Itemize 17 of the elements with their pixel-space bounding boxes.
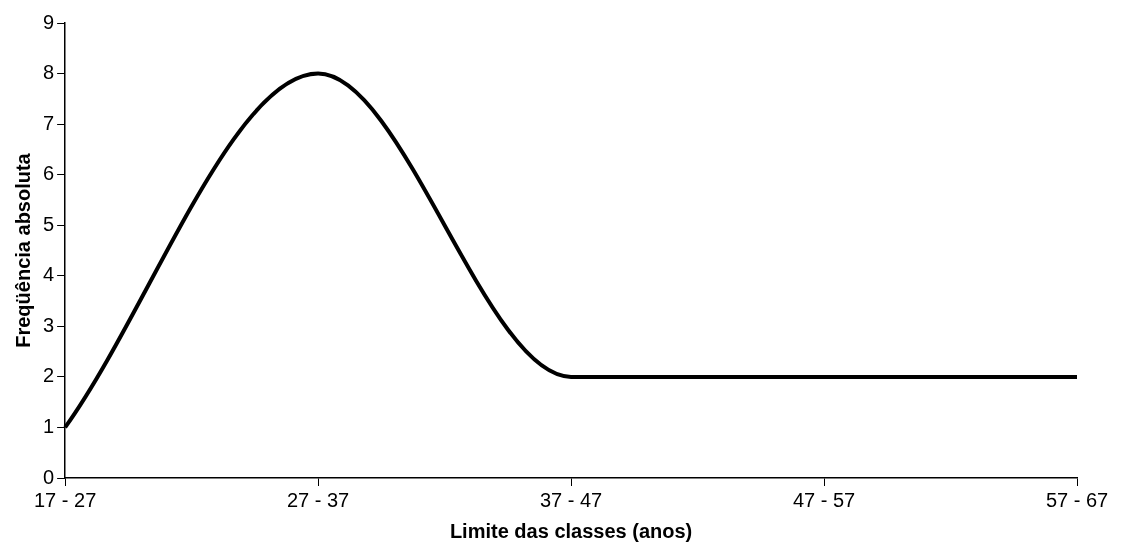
- y-tick-label: 0: [43, 465, 55, 488]
- y-tick-label: 8: [43, 61, 55, 84]
- y-tick-label: 7: [43, 111, 55, 134]
- y-axis-title: Freqüência absoluta: [11, 152, 34, 348]
- y-tick-label: 3: [43, 313, 55, 336]
- y-tick-label: 4: [43, 263, 55, 286]
- y-tick-label: 2: [43, 364, 55, 387]
- x-tick-label: 47 - 57: [792, 488, 856, 511]
- y-tick-label: 6: [43, 162, 55, 185]
- x-axis-title: Limite das classes (anos): [449, 519, 693, 542]
- y-tick-label: 9: [43, 10, 55, 33]
- x-tick-label: 57 - 67: [1045, 488, 1109, 511]
- y-tick-label: 1: [43, 414, 55, 437]
- x-tick-label: 17 - 27: [33, 488, 97, 511]
- y-tick-label: 5: [43, 212, 55, 235]
- x-tick-label: 27 - 37: [286, 488, 350, 511]
- x-tick-label: 37 - 47: [539, 488, 603, 511]
